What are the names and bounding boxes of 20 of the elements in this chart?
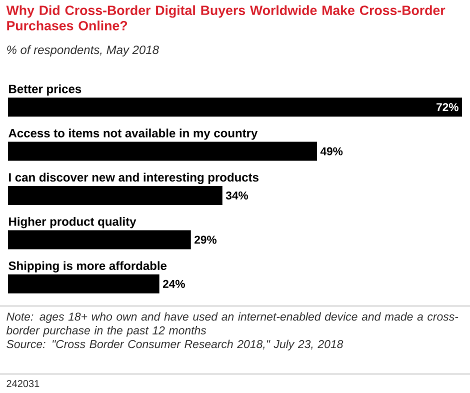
text: Note: ages 18+ who own and have used an internet-enabled device and made a cross-border purchase in the past 12 months — [6, 312, 458, 337]
bar — [8, 186, 222, 206]
bar — [8, 98, 462, 117]
chart-title: Why Did Cross-Border Digital Buyers Worldwide Make Cross-Border Purchases Online? — [6, 5, 446, 30]
source-note: Source: "Cross Border Consumer Research 2018," July 23, 2018 — [6, 340, 344, 350]
bar — [8, 142, 317, 161]
y-tick-label: Shipping is more affordable — [8, 261, 167, 272]
y-tick-label: Higher product quality — [9, 217, 136, 228]
data-label: 29% — [194, 236, 217, 244]
data-label: 72% — [436, 103, 458, 112]
data-label: 49% — [320, 147, 343, 156]
y-tick-label: I can discover new and interesting products — [9, 172, 259, 184]
bar — [8, 274, 160, 294]
y-tick-label: Access to items not available in my country — [8, 128, 258, 140]
text: 242031 — [6, 380, 40, 388]
data-label: 24% — [163, 280, 185, 288]
chart-subtitle: % of respondents, May 2018 — [7, 45, 159, 56]
bar — [8, 230, 191, 250]
y-tick-label: Better prices — [9, 84, 82, 96]
data-label: 34% — [226, 191, 248, 200]
